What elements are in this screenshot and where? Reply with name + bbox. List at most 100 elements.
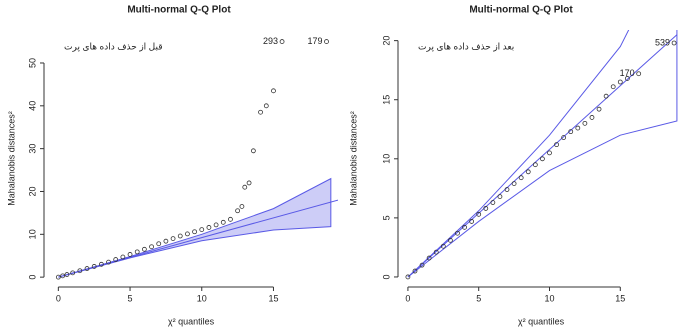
data-point <box>455 230 460 236</box>
data-point <box>617 79 623 85</box>
chart: Multi-normal Q-Q Plot χ² quantiles Mahalan… <box>6 5 338 326</box>
data-point <box>589 115 595 120</box>
x-tick-label: 15 <box>268 293 278 303</box>
y-tick-label: 0 <box>381 274 391 279</box>
y-tick-label: 10 <box>27 229 37 239</box>
data-point <box>582 120 588 126</box>
annotation: قبل از حذف داده های پرت <box>64 41 163 51</box>
x-tick-label: 5 <box>128 293 133 303</box>
data-point <box>163 238 169 244</box>
data-point <box>440 243 446 249</box>
data-point <box>134 249 140 255</box>
data-point <box>561 135 567 140</box>
data-point <box>279 39 285 44</box>
data-point <box>518 175 524 181</box>
y-tick-label: 0 <box>27 275 37 280</box>
x-tick-label: 0 <box>56 293 61 303</box>
point-label: 539 <box>655 37 670 47</box>
data-point <box>469 219 475 224</box>
data-point <box>476 211 482 217</box>
data-point <box>84 266 90 271</box>
data-point <box>511 181 517 187</box>
point-label: 293 <box>263 36 278 46</box>
data-point <box>324 39 329 44</box>
reference-line <box>407 34 678 278</box>
data-point <box>547 150 552 156</box>
data-point <box>271 88 276 94</box>
annotation: بعد از حذف داده های پرت <box>418 41 514 51</box>
data-point <box>263 103 269 109</box>
plot-area <box>405 30 678 280</box>
data-point <box>671 40 677 46</box>
data-point <box>412 268 418 274</box>
data-point <box>113 257 119 262</box>
data-point <box>70 270 76 276</box>
y-axis-label: Mahalanobis distances² <box>348 111 358 206</box>
y-tick-label: 20 <box>27 186 37 196</box>
data-point <box>532 162 538 168</box>
data-point <box>624 76 630 81</box>
data-point <box>433 249 439 255</box>
plot-area <box>55 39 338 280</box>
y-tick-label: 10 <box>381 154 391 164</box>
data-point <box>239 204 245 209</box>
data-point <box>220 219 226 225</box>
data-point <box>258 109 263 115</box>
chart: Multi-normal Q-Q Plot χ² quantiles Mahalan… <box>348 5 678 326</box>
data-point <box>242 184 248 190</box>
data-point <box>141 246 147 252</box>
point-label: 179 <box>307 36 322 46</box>
data-point <box>170 236 176 241</box>
x-axis-label: χ² quantiles <box>518 316 565 326</box>
x-tick-label: 0 <box>405 293 410 303</box>
data-point <box>185 231 190 237</box>
data-point <box>405 274 411 280</box>
x-axis-label: χ² quantiles <box>168 316 215 326</box>
x-tick-label: 10 <box>197 293 207 303</box>
data-point <box>603 93 609 99</box>
data-point <box>575 125 581 131</box>
data-point <box>228 216 233 222</box>
y-tick-label: 15 <box>381 95 391 105</box>
data-point <box>98 261 104 267</box>
y-tick-label: 5 <box>381 215 391 220</box>
y-axis-label: Mahalanobis distances² <box>6 111 16 206</box>
confidence-band <box>407 30 678 278</box>
data-point <box>447 237 453 243</box>
y-tick-label: 30 <box>27 144 37 154</box>
data-point <box>636 71 642 77</box>
chart-title: Multi-normal Q-Q Plot <box>469 5 573 16</box>
x-tick-label: 10 <box>544 293 554 303</box>
data-point <box>540 156 545 162</box>
data-point <box>60 273 66 279</box>
data-point <box>213 222 219 228</box>
x-tick-label: 15 <box>615 293 625 303</box>
x-tick-label: 5 <box>476 293 481 303</box>
data-point <box>426 255 432 261</box>
data-point <box>199 227 205 233</box>
y-tick-label: 20 <box>381 36 391 46</box>
data-point <box>250 148 256 154</box>
data-point <box>610 84 616 90</box>
data-point <box>120 254 126 260</box>
data-point <box>568 129 574 135</box>
data-point <box>192 229 197 235</box>
data-point <box>91 264 97 269</box>
reference-line <box>58 199 338 278</box>
point-label: 170 <box>620 68 635 78</box>
confidence-band <box>58 177 332 278</box>
data-point <box>596 106 602 112</box>
data-point <box>504 187 510 192</box>
data-point <box>490 200 496 205</box>
data-point <box>106 259 111 265</box>
data-point <box>149 244 154 250</box>
data-point <box>497 194 503 200</box>
data-point <box>55 274 61 280</box>
data-point <box>462 224 467 230</box>
data-point <box>177 233 183 239</box>
data-point <box>127 252 133 257</box>
y-tick-label: 40 <box>27 101 37 111</box>
data-point <box>483 206 489 211</box>
chart-title: Multi-normal Q-Q Plot <box>127 5 231 16</box>
